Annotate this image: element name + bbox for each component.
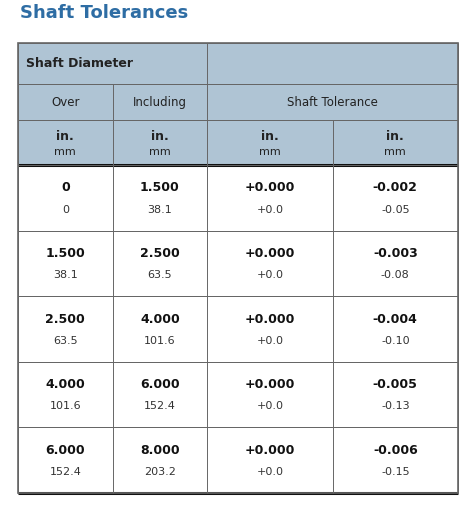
Bar — [333, 362, 458, 427]
Bar — [333, 120, 458, 165]
Bar — [18, 230, 113, 296]
Text: +0.000: +0.000 — [245, 378, 295, 391]
Bar — [18, 84, 113, 120]
Text: -0.006: -0.006 — [373, 444, 418, 457]
Text: -0.15: -0.15 — [381, 467, 410, 477]
Text: 0: 0 — [61, 181, 70, 195]
Text: mm: mm — [149, 147, 171, 156]
Text: -0.05: -0.05 — [381, 204, 410, 215]
Text: +0.000: +0.000 — [245, 247, 295, 260]
Bar — [113, 84, 207, 120]
Text: in.: in. — [261, 130, 279, 143]
Text: +0.0: +0.0 — [256, 467, 283, 477]
Text: +0.0: +0.0 — [256, 336, 283, 346]
Text: -0.002: -0.002 — [373, 181, 418, 195]
Text: +0.000: +0.000 — [245, 313, 295, 326]
Bar — [113, 230, 207, 296]
Text: 4.000: 4.000 — [46, 378, 85, 391]
Text: 8.000: 8.000 — [140, 444, 180, 457]
Text: in.: in. — [56, 130, 74, 143]
Bar — [113, 296, 207, 362]
Bar — [18, 427, 113, 493]
Text: 1.500: 1.500 — [140, 181, 180, 195]
Bar — [18, 120, 113, 165]
Text: -0.13: -0.13 — [381, 402, 410, 411]
Text: 2.500: 2.500 — [140, 247, 180, 260]
Text: +0.000: +0.000 — [245, 444, 295, 457]
Text: 0: 0 — [62, 204, 69, 215]
Bar — [18, 165, 113, 230]
Text: in.: in. — [386, 130, 404, 143]
Bar — [207, 84, 458, 120]
Bar — [207, 165, 333, 230]
Text: 101.6: 101.6 — [144, 336, 176, 346]
Bar — [207, 427, 333, 493]
Bar — [113, 165, 207, 230]
Text: Shaft Tolerances: Shaft Tolerances — [20, 4, 188, 22]
Text: 63.5: 63.5 — [53, 336, 78, 346]
Text: +0.0: +0.0 — [256, 270, 283, 280]
Text: 38.1: 38.1 — [53, 270, 78, 280]
Text: -0.003: -0.003 — [373, 247, 418, 260]
Text: 203.2: 203.2 — [144, 467, 176, 477]
Bar — [18, 43, 458, 493]
Text: -0.005: -0.005 — [373, 378, 418, 391]
Text: Over: Over — [51, 96, 80, 108]
Text: 63.5: 63.5 — [147, 270, 172, 280]
Text: -0.004: -0.004 — [373, 313, 418, 326]
Bar — [18, 362, 113, 427]
Text: 152.4: 152.4 — [49, 467, 81, 477]
Text: -0.10: -0.10 — [381, 336, 410, 346]
Text: 6.000: 6.000 — [46, 444, 85, 457]
Bar — [18, 296, 113, 362]
Bar — [207, 362, 333, 427]
Text: 101.6: 101.6 — [49, 402, 81, 411]
Text: 2.500: 2.500 — [46, 313, 85, 326]
Text: 4.000: 4.000 — [140, 313, 180, 326]
Bar — [333, 427, 458, 493]
Text: 6.000: 6.000 — [140, 378, 180, 391]
Bar — [333, 296, 458, 362]
Text: mm: mm — [384, 147, 406, 156]
Bar — [113, 362, 207, 427]
Bar — [207, 230, 333, 296]
Text: +0.0: +0.0 — [256, 402, 283, 411]
Text: 38.1: 38.1 — [147, 204, 172, 215]
Text: 1.500: 1.500 — [46, 247, 85, 260]
Text: -0.08: -0.08 — [381, 270, 410, 280]
Bar — [207, 296, 333, 362]
Bar — [113, 427, 207, 493]
Text: 152.4: 152.4 — [144, 402, 176, 411]
Text: mm: mm — [55, 147, 76, 156]
Bar — [18, 43, 207, 84]
Bar — [113, 120, 207, 165]
Text: +0.000: +0.000 — [245, 181, 295, 195]
Bar — [333, 230, 458, 296]
Bar — [333, 165, 458, 230]
Text: mm: mm — [259, 147, 281, 156]
Text: Including: Including — [133, 96, 187, 108]
Text: Shaft Tolerance: Shaft Tolerance — [287, 96, 378, 108]
Bar — [207, 43, 458, 84]
Text: Shaft Diameter: Shaft Diameter — [26, 57, 133, 70]
Text: in.: in. — [151, 130, 169, 143]
Text: +0.0: +0.0 — [256, 204, 283, 215]
Bar — [207, 120, 333, 165]
